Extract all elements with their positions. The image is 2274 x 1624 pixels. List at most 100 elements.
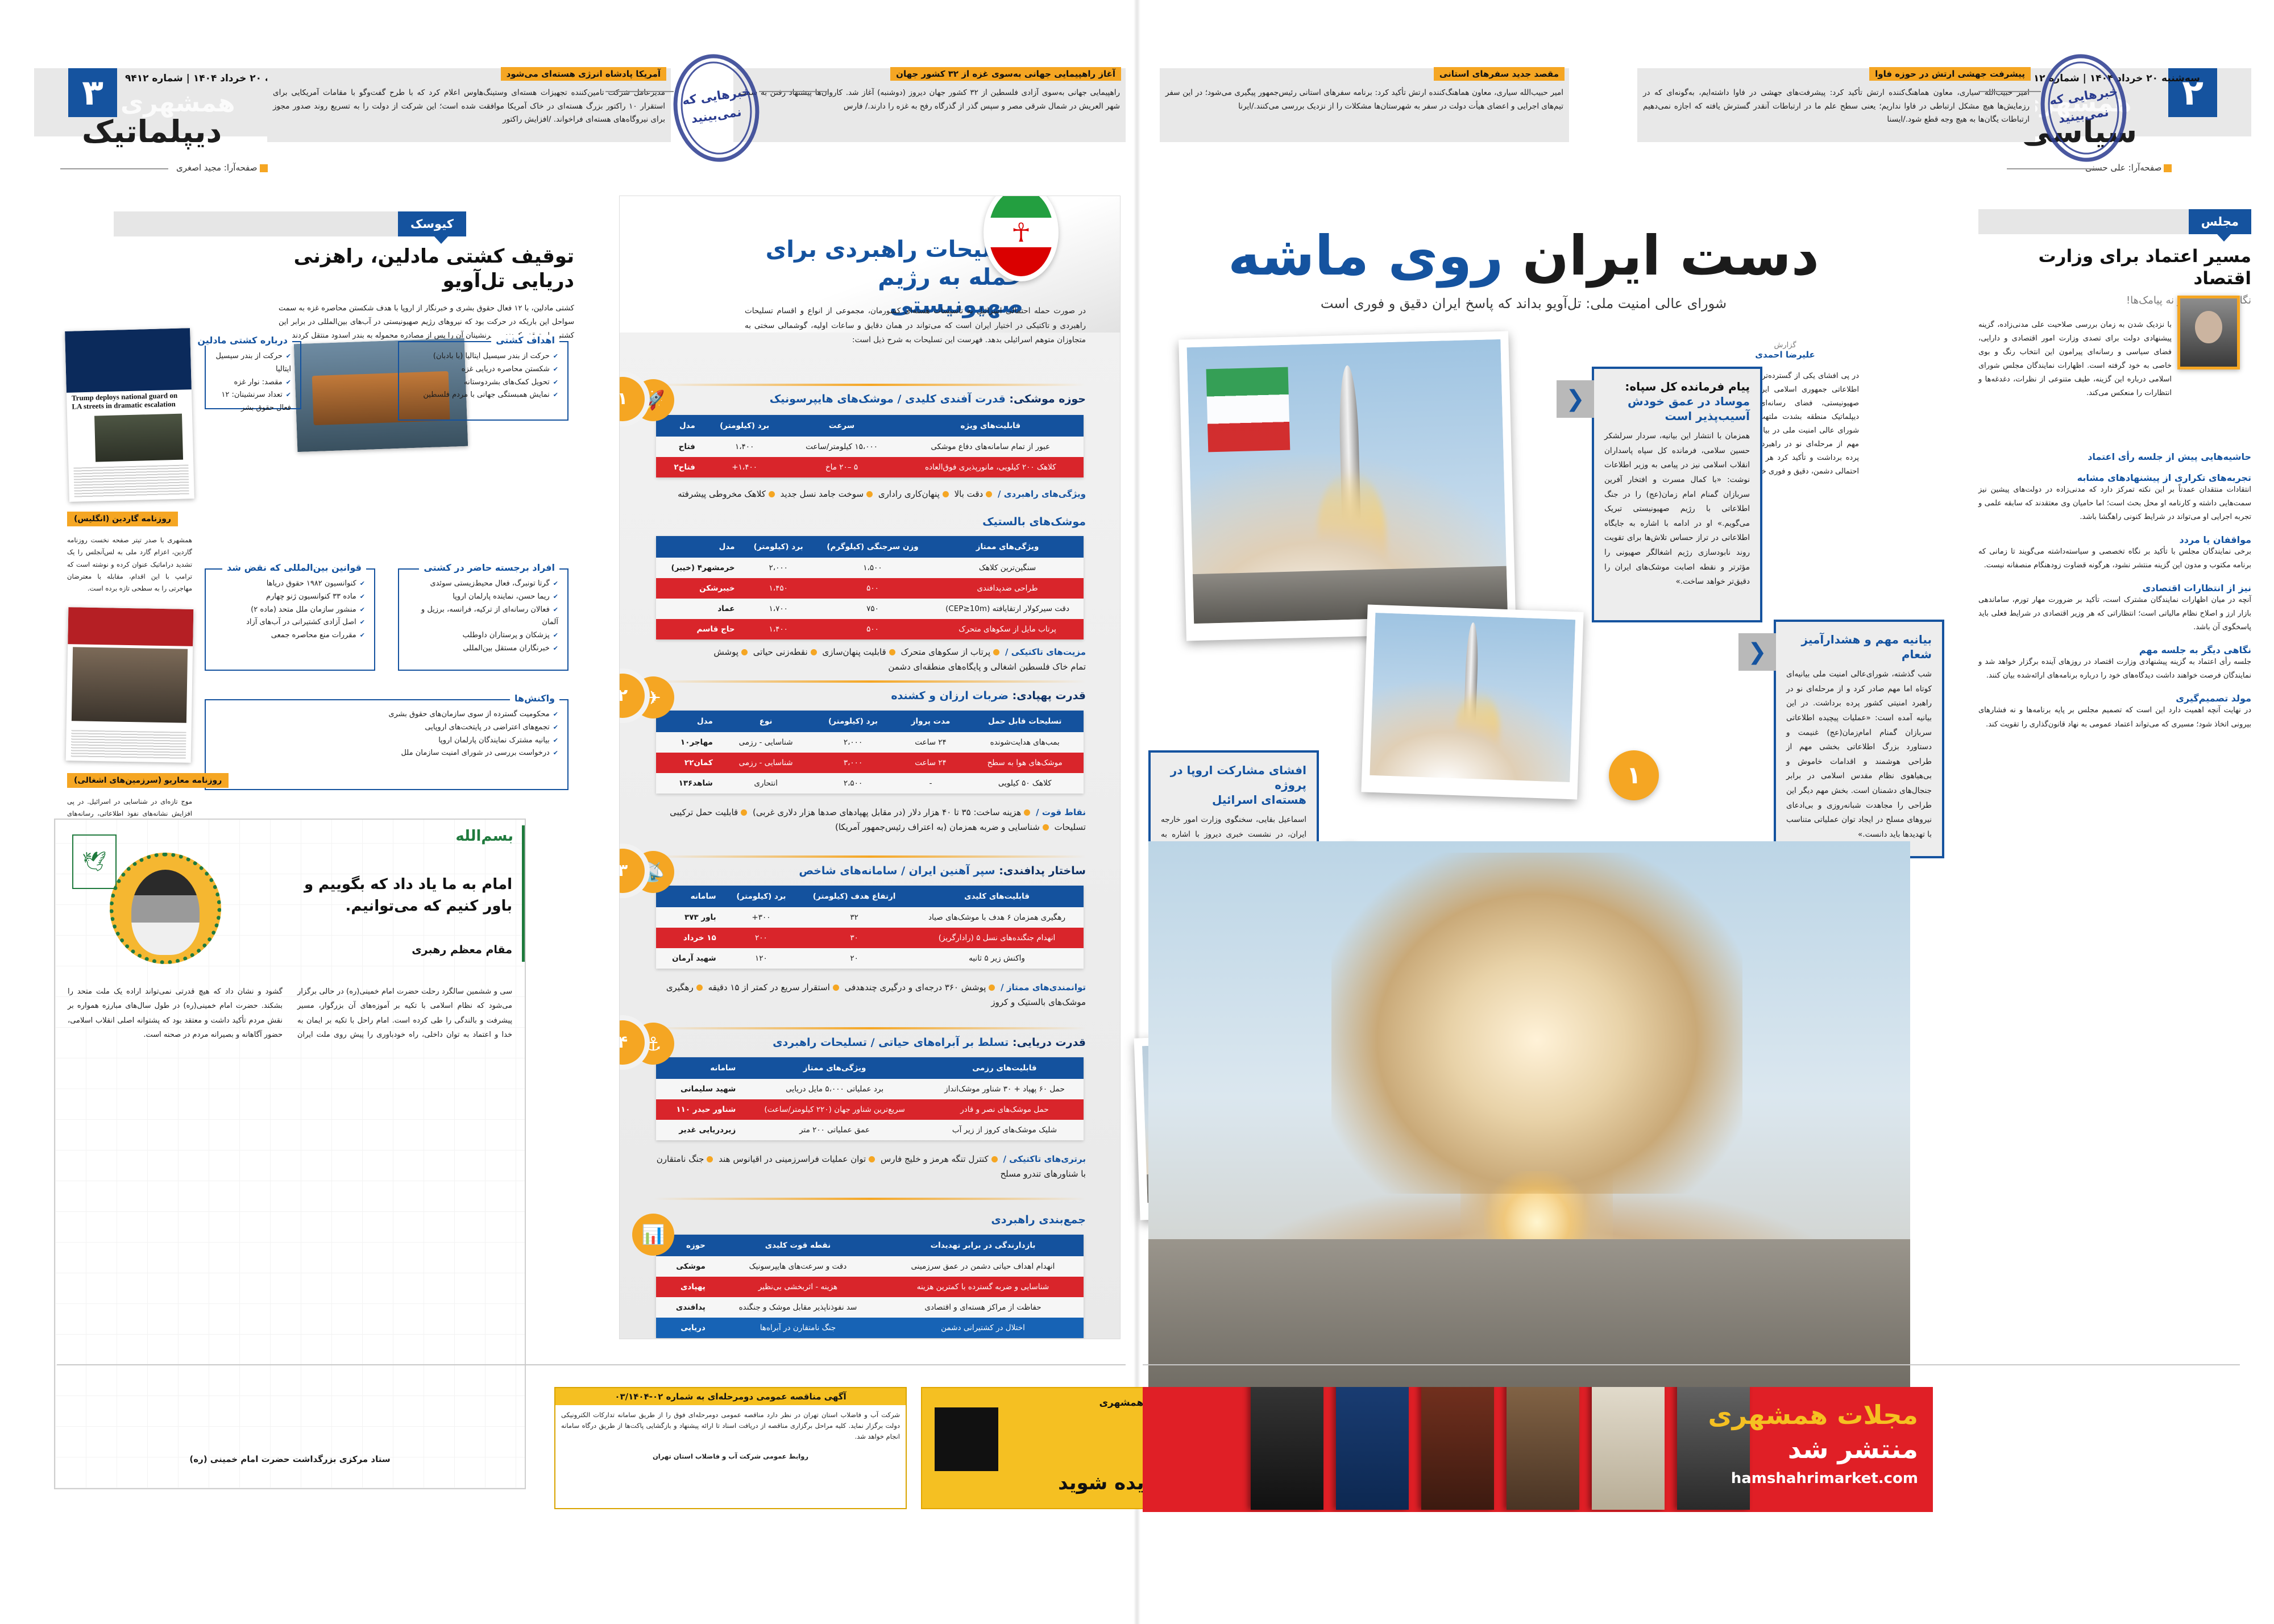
- magazines-advertisement[interactable]: مجلات همشهری منتشر شد hamshahrimarket.co…: [1143, 1387, 1933, 1512]
- maariv-label: روزنامه معاریو (سرزمین‌های اشغالی): [67, 773, 229, 788]
- list-item: پزشکان و پرستاران داوطلب: [408, 629, 558, 642]
- callout-1-number: ۱: [1609, 750, 1659, 800]
- col-header: برد (کیلومتر): [742, 536, 814, 558]
- list-item: تجمع‌های اعتراضی در پایتخت‌های اروپایی: [215, 721, 558, 734]
- page-headline: دست ایران روی ماشه: [1171, 225, 1876, 287]
- col-header: قابلیت‌های رزمی: [925, 1057, 1084, 1079]
- table-naval: قابلیت‌های رزمی ویژگی‌های ممتاز سامانه ح…: [656, 1057, 1084, 1140]
- list-item: فعالان رسانه‌ای از ترکیه، فرانسه، برزیل …: [408, 604, 558, 630]
- headline-part-blue: روی ماشه: [1227, 224, 1504, 288]
- table-row: شناسایی و ضربه گسترده با کمترین هزینه هز…: [656, 1277, 1084, 1297]
- table-air-defense: قابلیت‌های کلیدی ارتفاع هدف (کیلومتر) بر…: [656, 886, 1084, 969]
- news-brief-3-tag: مقصد جدید سفرهای استانی: [1433, 67, 1565, 81]
- magazines-ad-line1: مجلات همشهری: [1708, 1399, 1918, 1430]
- table-row: انهدام اهداف حیاتی دشمن در عمق سرزمینی د…: [656, 1256, 1084, 1277]
- guardian-caption: همشهری با صدر تیتر صفحه نخست روزنامه گار…: [67, 536, 192, 593]
- callout-2-body: همزمان با انتشار این بیانیه، سردار سرلشک…: [1604, 431, 1750, 587]
- memorial-logo: 🕊: [72, 834, 117, 889]
- col-header: قابلیت‌های کلیدی: [910, 886, 1084, 907]
- list-item: محکومیت گسترده از سوی سازمان‌های حقوق بش…: [215, 708, 558, 721]
- khomeini-memorial-block: بسم‌الله امام به ما یاد داد که بگوییم و …: [54, 819, 526, 1489]
- ghost-wordmark-right: همشهری: [2017, 89, 2132, 118]
- section-tab-kiosk-label: کیوسک: [397, 211, 466, 236]
- list-item: تعداد سرنشینان: ۱۲ فعال حقوق بشر: [215, 389, 291, 415]
- info-box-goals: اهداف کشتی حرکت از بندر سیسیل ایتالیا (ب…: [398, 335, 568, 421]
- table-row: کلاهک ۵۰ کیلویی - ۲،۵۰۰ انتحاری شاهد۱۳۶: [656, 773, 1084, 794]
- table-row: موشک‌های هوا به سطح ۲۴ ساعت ۳،۰۰۰ شناسای…: [656, 753, 1084, 773]
- section-title-left: دیپلماتیک: [82, 114, 223, 149]
- see-with-hamshahri-ad[interactable]: با همشهری دیده شوید: [921, 1387, 1165, 1509]
- section-1-heading: حوزه موشکی: قدرت آفندی کلیدی / موشک‌های …: [769, 393, 1086, 405]
- table-row: شلیک موشک‌های کروز از زیر آب عمق عملیاتی…: [656, 1120, 1084, 1140]
- list-item: شکستن محاصره دریایی غزه: [408, 363, 558, 376]
- col-header: ویژگی‌های ممتاز: [744, 1057, 926, 1079]
- basmala-text: بسم‌الله: [455, 828, 513, 845]
- col-header: مدت پرواز: [895, 711, 966, 732]
- not-seen-news-stamp-2: خبرهایی که نمی‌بینید: [1978, 48, 2134, 168]
- list-item: خبرنگاران مستقل بین‌المللی: [408, 642, 558, 655]
- kiosk-article-title: توقیف کشتی مادلین، راهزنی دریایی تل‌آویو…: [279, 245, 574, 340]
- not-seen-news-stamp: خبرهایی که نمی‌بینید: [605, 48, 827, 168]
- table-row: اختلال در کشتیرانی دشمن جنگ نامتقارن در …: [656, 1318, 1084, 1338]
- list-item: تحویل کمک‌های بشردوستانه: [408, 376, 558, 389]
- see-ad-title: با همشهری: [1099, 1397, 1154, 1409]
- majlis-intro-paragraph: با نزدیک شدن به زمان بررسی صلاحیت علی مد…: [1978, 321, 2172, 398]
- list-item: نمایش همبستگی جهانی با مردم فلسطین: [408, 389, 558, 402]
- table-header-row: قابلیت‌های ویژه سرعت برد (کیلومتر) مدل: [656, 415, 1084, 437]
- iran-flag-icon: ☥: [984, 196, 1059, 281]
- table-row: حمل ۶۰ پهپاد + ۳۰ شناور موشک‌انداز برد ع…: [656, 1079, 1084, 1099]
- page-number-right: ۲: [2168, 68, 2217, 117]
- col-header: بازدارندگی در برابر تهدیدات: [882, 1235, 1084, 1256]
- list-item: اصل آزادی کشتیرانی در آب‌های آزاد: [215, 616, 365, 629]
- khomeini-portrait: [110, 853, 221, 964]
- page-deck: شورای عالی امنیت ملی: تل‌آویو بداند که پ…: [1320, 296, 1727, 311]
- table-row: واکنش زیر ۵ ثانیه ۲۰ ۱۲۰ شهید آرمان: [656, 948, 1084, 969]
- news-brief-2: آغاز راهپیمایی جهانی به‌سوی غزه از ۳۲ کش…: [733, 67, 1126, 142]
- masthead-left: ۳ سه‌شنبه ۲۰ خرداد ۱۴۰۴ | شماره ۹۴۱۲ همش…: [34, 28, 304, 176]
- ghost-wordmark-left: همشهری: [121, 89, 235, 118]
- col-header: نقطه قوت کلیدی: [713, 1235, 882, 1256]
- col-header: سامانه: [656, 886, 724, 907]
- callout-3-title: بیانیه مهم و هشدارآمیز شعام: [1801, 633, 1932, 661]
- page-date-right: سه‌شنبه ۲۰ خرداد ۱۴۰۴ | شماره ۹۴۱۲: [2022, 73, 2200, 84]
- list-item: منشور سازمان ملل متحد (ماده ۲): [215, 604, 365, 617]
- list-item: مقررات منع محاصره جمعی: [215, 629, 365, 642]
- table-hypersonic-missiles: قابلیت‌های ویژه سرعت برد (کیلومتر) مدل ع…: [656, 415, 1084, 477]
- majlis-body: حاشیه‌هایی پیش از جلسه رأی اعتماد تجربه‌…: [1978, 451, 2251, 729]
- section-tab-kiosk[interactable]: کیوسک: [114, 211, 466, 244]
- list-item: ماده ۳۳ کنوانسیون ژنو چهارم: [215, 591, 365, 604]
- leader-quote: امام به ما یاد داد که بگوییم و باور کنیم…: [304, 876, 512, 915]
- see-ad-big: دیده شوید: [1058, 1472, 1154, 1494]
- missile-launch-photo-2: [1361, 604, 1584, 800]
- section-tab-majlis[interactable]: مجلس: [1978, 209, 2251, 242]
- col-header: مدل: [656, 415, 703, 437]
- table-row: رهگیری همزمان ۶ هدف با موشک‌های صیاد ۳۲ …: [656, 907, 1084, 928]
- byline-name: علیرضا احمدی: [1755, 350, 1815, 360]
- callout-2-title-black: پیام فرمانده کل سپاه:: [1625, 380, 1750, 393]
- table-header-row: ویژگی‌های ممتاز وزن سرجنگی (کیلوگرم) برد…: [656, 536, 1084, 558]
- col-header: مدل: [656, 536, 743, 558]
- page-gutter: [1134, 0, 1140, 1624]
- callout-3-body: شب گذشته، شورای‌عالی امنیت ملی بیانیه‌ای…: [1786, 670, 1932, 840]
- chevron-left-icon[interactable]: ❮: [1557, 380, 1594, 418]
- info-box-laws: قوانین بین‌المللی که نقض شد کنوانسیون ۱۹…: [205, 562, 375, 671]
- divider-right: [1143, 1364, 2240, 1365]
- infographic-lead: در صورت حمله احتمالی اسرائیل به تأسیسات …: [745, 306, 1086, 345]
- section-tab-majlis-label: مجلس: [2188, 209, 2251, 234]
- news-brief-1-body: مدیرعامل شرکت تامین‌کننده تجهیزات هسته‌ا…: [273, 88, 665, 124]
- mushroom-cloud-photo: [1148, 841, 1910, 1410]
- table-summary: بازدارندگی در برابر تهدیدات نقطه قوت کلی…: [656, 1235, 1084, 1338]
- memorial-signature: ستاد مرکزی بزرگداشت حضرت امام خمینی (ره): [189, 1454, 391, 1464]
- list-item: حرکت از بندر سیسیل ایتالیا: [215, 350, 292, 376]
- table-row: حفاظت از مراکز هسته‌ای و اقتصادی سد نفوذ…: [656, 1297, 1084, 1318]
- news-brief-3-body: امیر حبیب‌الله سیاری، معاون هماهنگ‌کننده…: [1165, 88, 1563, 111]
- section-title-right: سیاسی: [2022, 114, 2138, 149]
- summary-icon: 📊: [632, 1214, 674, 1256]
- list-item: ریما حسن، نماینده پارلمان اروپا: [408, 591, 558, 604]
- chevron-left-icon-2[interactable]: ❮: [1738, 633, 1776, 671]
- col-header: برد (کیلومتر): [724, 886, 799, 907]
- col-header: تسلیحات قابل حمل: [966, 711, 1084, 732]
- news-brief-4: پیشرفت جهشی ارتش در حوزه فاوا امیر حبیب‌…: [1637, 67, 2035, 142]
- table-row: پرتاب مایل از سکوهای متحرک ۵۰۰ ۱،۴۰۰ حاج…: [656, 619, 1084, 639]
